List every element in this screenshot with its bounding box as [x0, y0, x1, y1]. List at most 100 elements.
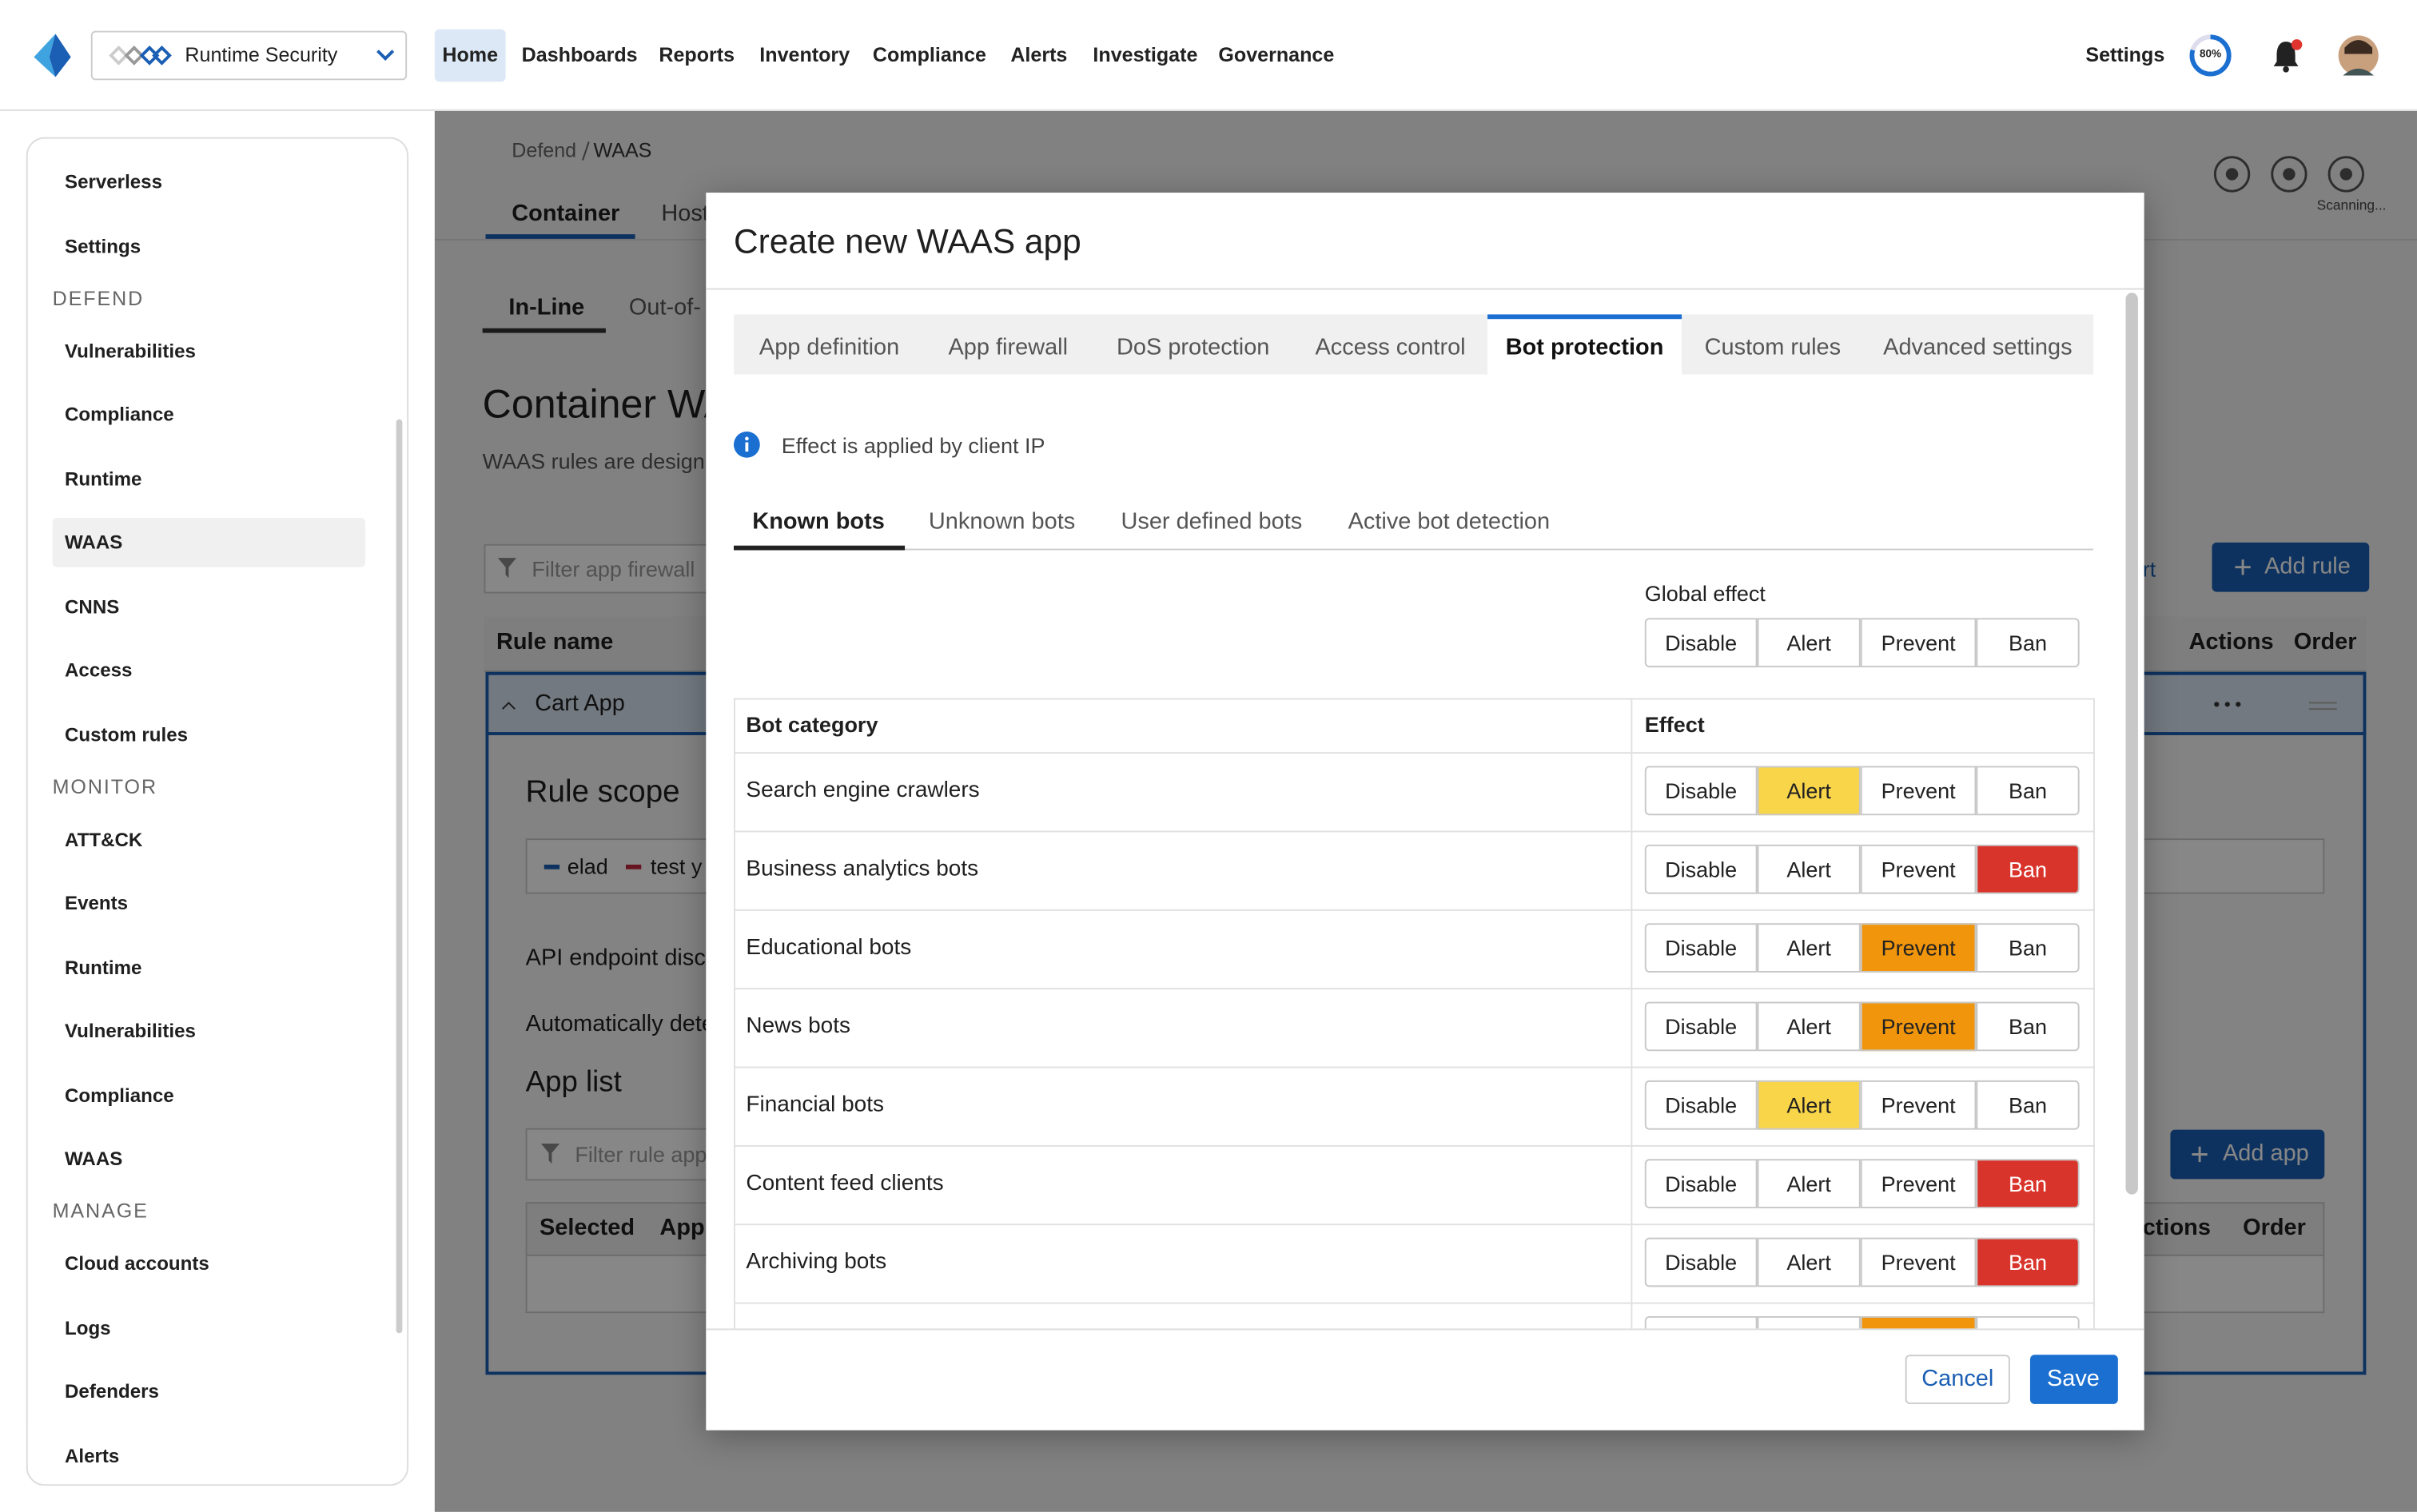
effect-button[interactable]: [1860, 923, 1977, 973]
modal-subtab[interactable]: Active bot detection: [1348, 508, 1551, 535]
sidebar-item[interactable]: Events: [64, 892, 129, 914]
modal-tab[interactable]: Advanced settings: [1883, 334, 2073, 361]
nav-item[interactable]: Alerts: [1010, 42, 1068, 66]
sidebar-item[interactable]: CNNS: [64, 595, 120, 618]
nav-item[interactable]: Inventory: [759, 42, 850, 66]
column-header: Effect: [1644, 711, 1705, 737]
sidebar-item[interactable]: Custom rules: [64, 723, 189, 746]
effect-button[interactable]: [1860, 1080, 1977, 1130]
column-header: Bot category: [746, 711, 878, 737]
cancel-button[interactable]: [1905, 1355, 2010, 1404]
sidebar-item[interactable]: ATT&CK: [64, 828, 143, 850]
modal-tab[interactable]: App firewall: [948, 334, 1069, 361]
sidebar-item[interactable]: Settings: [64, 235, 141, 257]
sidebar-scrollbar: [396, 419, 403, 1334]
effect-button[interactable]: [1644, 1001, 1758, 1052]
modal-tab[interactable]: App definition: [759, 334, 900, 361]
rule-name: Cart App: [535, 690, 625, 717]
effect-button[interactable]: [1644, 1159, 1758, 1208]
sidebar-item[interactable]: Compliance: [64, 1084, 174, 1106]
nav-item[interactable]: Dashboards: [521, 42, 638, 66]
effect-button[interactable]: [1644, 844, 1758, 894]
effect-button[interactable]: [1757, 1159, 1861, 1208]
save-button[interactable]: [2029, 1355, 2118, 1404]
modal-subtab[interactable]: Unknown bots: [928, 508, 1076, 535]
effect-label: Disable: [1665, 630, 1738, 655]
nav-item[interactable]: Compliance: [872, 42, 986, 66]
effect-button[interactable]: [1757, 844, 1861, 894]
setting-label: API endpoint disco: [525, 945, 719, 971]
effect-button[interactable]: [1860, 766, 1977, 816]
effect-button[interactable]: [1860, 1159, 1977, 1208]
effect-button[interactable]: [1757, 1315, 1861, 1329]
effect-button[interactable]: [1976, 1315, 2080, 1329]
sidebar-item[interactable]: Vulnerabilities: [64, 340, 196, 362]
modal-tab[interactable]: Bot protection: [1505, 334, 1664, 361]
effect-button[interactable]: [1644, 1237, 1758, 1287]
sidebar-item[interactable]: Vulnerabilities: [64, 1020, 196, 1042]
nav-item[interactable]: Governance: [1218, 42, 1335, 66]
effect-label: Ban: [2009, 1250, 2048, 1275]
effect-button[interactable]: [1757, 923, 1861, 973]
bots-table: [733, 698, 2095, 1329]
sidebar-item[interactable]: Alerts: [64, 1445, 120, 1467]
modal-tab[interactable]: Access control: [1315, 334, 1466, 361]
table-row-divider: [733, 1302, 2095, 1304]
table-row-divider: [733, 909, 2095, 911]
modal-subtab[interactable]: User defined bots: [1121, 508, 1303, 535]
nav-item[interactable]: Reports: [659, 42, 735, 66]
effect-button[interactable]: [1860, 1001, 1977, 1052]
effect-button[interactable]: [1860, 1237, 1977, 1287]
modal-tab[interactable]: Custom rules: [1704, 334, 1842, 361]
effect-button[interactable]: [1757, 1237, 1861, 1287]
plus-icon: [2235, 559, 2251, 575]
sidebar-item[interactable]: Access: [64, 659, 133, 682]
effect-button[interactable]: [1976, 1237, 2080, 1287]
effect-button[interactable]: [1757, 1001, 1861, 1052]
effect-button[interactable]: [1860, 618, 1977, 668]
effect-button[interactable]: [1757, 618, 1861, 668]
sidebar-item[interactable]: Logs: [64, 1317, 111, 1339]
effect-button[interactable]: [1976, 1001, 2080, 1052]
table-col-divider: [1631, 698, 1633, 1329]
breadcrumb-item: WAAS: [593, 138, 652, 162]
settings-link[interactable]: Settings: [2085, 42, 2165, 66]
nav-item[interactable]: Investigate: [1093, 42, 1198, 66]
effect-button[interactable]: [1976, 618, 2080, 668]
scope-tag: test y: [650, 853, 703, 879]
effect-button[interactable]: [1976, 1159, 2080, 1208]
effect-button[interactable]: [1644, 618, 1758, 668]
sidebar-item[interactable]: Runtime: [64, 956, 142, 978]
effect-button[interactable]: [1644, 1315, 1758, 1329]
effect-button[interactable]: [1976, 766, 2080, 816]
scan-ring: [2189, 34, 2232, 77]
effect-button[interactable]: [1976, 1080, 2080, 1130]
effect-label: Alert: [1786, 778, 1831, 803]
effect-button[interactable]: [1644, 923, 1758, 973]
sidebar-item[interactable]: Serverless: [64, 171, 163, 193]
scan-status: Scanning...: [2316, 197, 2387, 213]
effect-button[interactable]: [1976, 923, 2080, 973]
effect-button[interactable]: [1644, 766, 1758, 816]
effect-button[interactable]: [1860, 844, 1977, 894]
sidebar-item[interactable]: Cloud accounts: [64, 1253, 209, 1275]
effect-button[interactable]: [1757, 766, 1861, 816]
effect-button[interactable]: [1976, 844, 2080, 894]
sidebar-item[interactable]: WAAS: [64, 531, 123, 554]
project-selector[interactable]: [90, 30, 408, 81]
header-icon: [2271, 156, 2307, 193]
table-row-divider: [733, 988, 2095, 990]
modal-tab[interactable]: DoS protection: [1117, 334, 1270, 361]
sidebar: [26, 137, 409, 1486]
sidebar-item[interactable]: WAAS: [64, 1148, 123, 1170]
modal-subtab[interactable]: Known bots: [752, 508, 885, 535]
sidebar-item[interactable]: Compliance: [64, 404, 174, 426]
effect-button[interactable]: [1860, 1315, 1977, 1329]
row-actions: [2214, 702, 2241, 707]
effect-button[interactable]: [1644, 1080, 1758, 1130]
effect-button[interactable]: [1757, 1080, 1861, 1130]
nav-item[interactable]: Home: [442, 42, 499, 66]
sidebar-item[interactable]: Runtime: [64, 468, 142, 490]
sidebar-item[interactable]: Defenders: [64, 1381, 159, 1403]
global-effect-label: Global effect: [1644, 581, 1766, 606]
